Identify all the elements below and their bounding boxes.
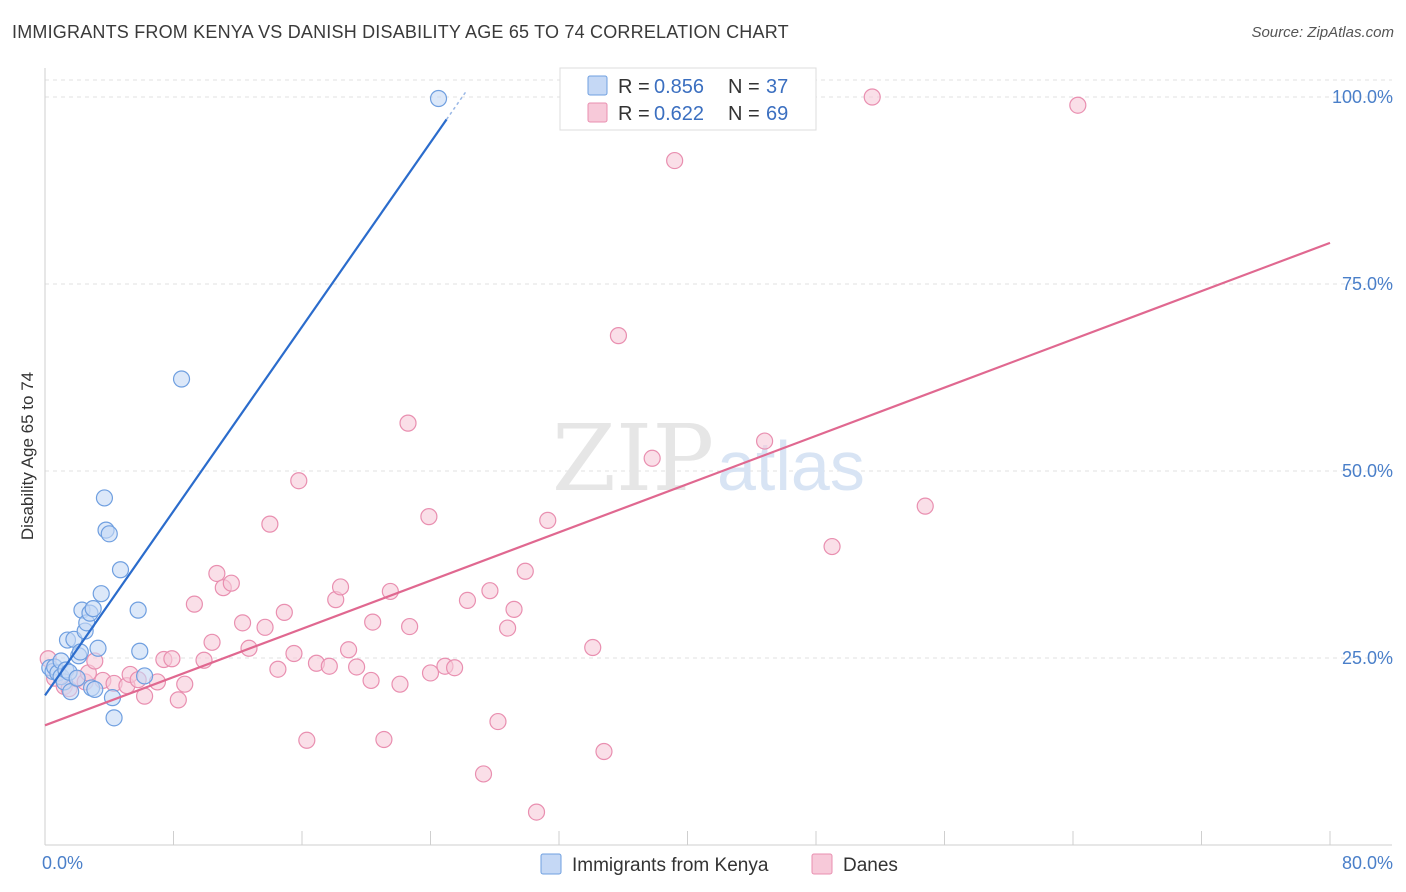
legend-n-label-0: N = bbox=[728, 76, 760, 98]
x-tick-label-min: 0.0% bbox=[42, 853, 83, 873]
point-kenya-30 bbox=[129, 601, 147, 619]
point-danes-18 bbox=[176, 675, 194, 693]
point-danes-42 bbox=[375, 730, 393, 749]
source-label: Source: ZipAtlas.com bbox=[1251, 24, 1394, 41]
point-danes-44 bbox=[391, 675, 409, 693]
point-kenya-23 bbox=[92, 585, 110, 603]
point-danes-29 bbox=[269, 660, 287, 678]
point-danes-56 bbox=[505, 600, 523, 618]
point-kenya-28 bbox=[105, 709, 123, 727]
point-danes-45 bbox=[399, 414, 417, 432]
point-kenya-31 bbox=[131, 642, 149, 660]
point-danes-59 bbox=[539, 511, 557, 529]
legend: R = 0.856 N = 37 R = 0.622 N = 69 bbox=[559, 67, 817, 131]
legend-n-value-0: 37 bbox=[766, 76, 788, 98]
bottom-legend-swatch-1 bbox=[811, 853, 833, 875]
point-danes-30 bbox=[275, 603, 293, 621]
point-danes-69 bbox=[1069, 96, 1087, 114]
legend-n-value-1: 69 bbox=[766, 103, 788, 125]
point-danes-46 bbox=[401, 617, 419, 636]
point-danes-27 bbox=[256, 618, 274, 636]
legend-r-value-1: 0.622 bbox=[654, 103, 704, 125]
legend-swatch-1 bbox=[587, 102, 608, 123]
point-danes-47 bbox=[420, 508, 438, 526]
bottom-legend-label-0: Immigrants from Kenya bbox=[572, 855, 769, 876]
point-kenya-33 bbox=[172, 370, 191, 388]
point-danes-37 bbox=[331, 578, 350, 596]
axes: 25.0% 50.0% 75.0% 100.0% 0.0% 80.0% Disability… bbox=[18, 68, 1393, 873]
trend-line-danes bbox=[44, 241, 1331, 727]
point-kenya-24 bbox=[95, 489, 114, 507]
point-danes-38 bbox=[339, 641, 358, 659]
point-danes-40 bbox=[362, 671, 380, 690]
point-danes-53 bbox=[481, 582, 499, 600]
bottom-legend-swatch-0 bbox=[540, 853, 562, 875]
point-danes-21 bbox=[203, 633, 221, 651]
point-danes-28 bbox=[261, 515, 279, 533]
legend-r-value-0: 0.856 bbox=[654, 76, 704, 98]
point-kenya-26 bbox=[100, 525, 118, 543]
point-danes-54 bbox=[489, 712, 507, 731]
y-axis-label: Disability Age 65 to 74 bbox=[18, 372, 37, 540]
point-danes-58 bbox=[527, 803, 546, 821]
watermark: ZIP atlas bbox=[552, 405, 865, 512]
point-danes-57 bbox=[516, 562, 534, 580]
x-tick-label-max: 80.0% bbox=[1342, 853, 1393, 873]
point-danes-19 bbox=[185, 595, 203, 613]
point-danes-39 bbox=[348, 658, 366, 676]
point-danes-50 bbox=[445, 659, 464, 677]
point-danes-48 bbox=[421, 664, 440, 682]
trend-extension-kenya bbox=[445, 91, 467, 120]
point-danes-64 bbox=[666, 151, 684, 170]
y-tick-label-100: 100.0% bbox=[1332, 87, 1393, 107]
legend-n-label-1: N = bbox=[728, 103, 760, 125]
y-tick-label-50: 50.0% bbox=[1342, 461, 1393, 481]
point-kenya-32 bbox=[135, 667, 154, 685]
point-danes-63 bbox=[643, 449, 661, 467]
point-danes-51 bbox=[458, 591, 477, 610]
point-danes-66 bbox=[823, 537, 841, 556]
point-kenya-20 bbox=[84, 600, 102, 618]
gridlines bbox=[45, 79, 1392, 659]
point-danes-31 bbox=[285, 644, 303, 663]
bottom-legend: Immigrants from Kenya Danes bbox=[540, 853, 898, 876]
y-tick-label-25: 25.0% bbox=[1342, 648, 1393, 668]
point-danes-16 bbox=[163, 650, 181, 668]
legend-r-label-1: R = bbox=[618, 103, 650, 125]
trend-lines bbox=[44, 91, 1331, 727]
bottom-legend-label-1: Danes bbox=[843, 855, 898, 876]
chart-title: IMMIGRANTS FROM KENYA VS DANISH DISABILI… bbox=[12, 22, 789, 42]
point-danes-41 bbox=[364, 613, 382, 631]
point-danes-22 bbox=[208, 564, 226, 583]
legend-r-label-0: R = bbox=[618, 76, 650, 98]
legend-swatch-0 bbox=[587, 75, 608, 96]
point-danes-68 bbox=[916, 497, 934, 515]
point-kenya-12 bbox=[68, 669, 86, 687]
point-kenya-29 bbox=[111, 561, 130, 579]
point-danes-62 bbox=[609, 327, 628, 345]
data-points bbox=[39, 88, 1087, 821]
watermark-zip: ZIP bbox=[552, 405, 714, 512]
point-danes-32 bbox=[290, 472, 308, 490]
point-danes-43 bbox=[381, 582, 399, 601]
y-tick-label-75: 75.0% bbox=[1342, 274, 1393, 294]
point-danes-67 bbox=[863, 88, 881, 106]
watermark-atlas: atlas bbox=[717, 427, 865, 505]
trend-line-kenya bbox=[44, 118, 448, 697]
point-danes-17 bbox=[169, 691, 187, 709]
point-danes-33 bbox=[298, 731, 316, 749]
point-kenya-34 bbox=[429, 89, 448, 108]
point-danes-24 bbox=[222, 574, 240, 592]
point-danes-65 bbox=[755, 432, 774, 450]
point-danes-55 bbox=[499, 619, 517, 637]
point-kenya-21 bbox=[86, 680, 104, 699]
point-danes-60 bbox=[584, 638, 602, 657]
point-danes-52 bbox=[474, 765, 493, 783]
point-danes-61 bbox=[595, 742, 613, 761]
point-kenya-22 bbox=[89, 639, 107, 657]
point-danes-35 bbox=[320, 657, 338, 675]
point-danes-25 bbox=[233, 614, 252, 632]
